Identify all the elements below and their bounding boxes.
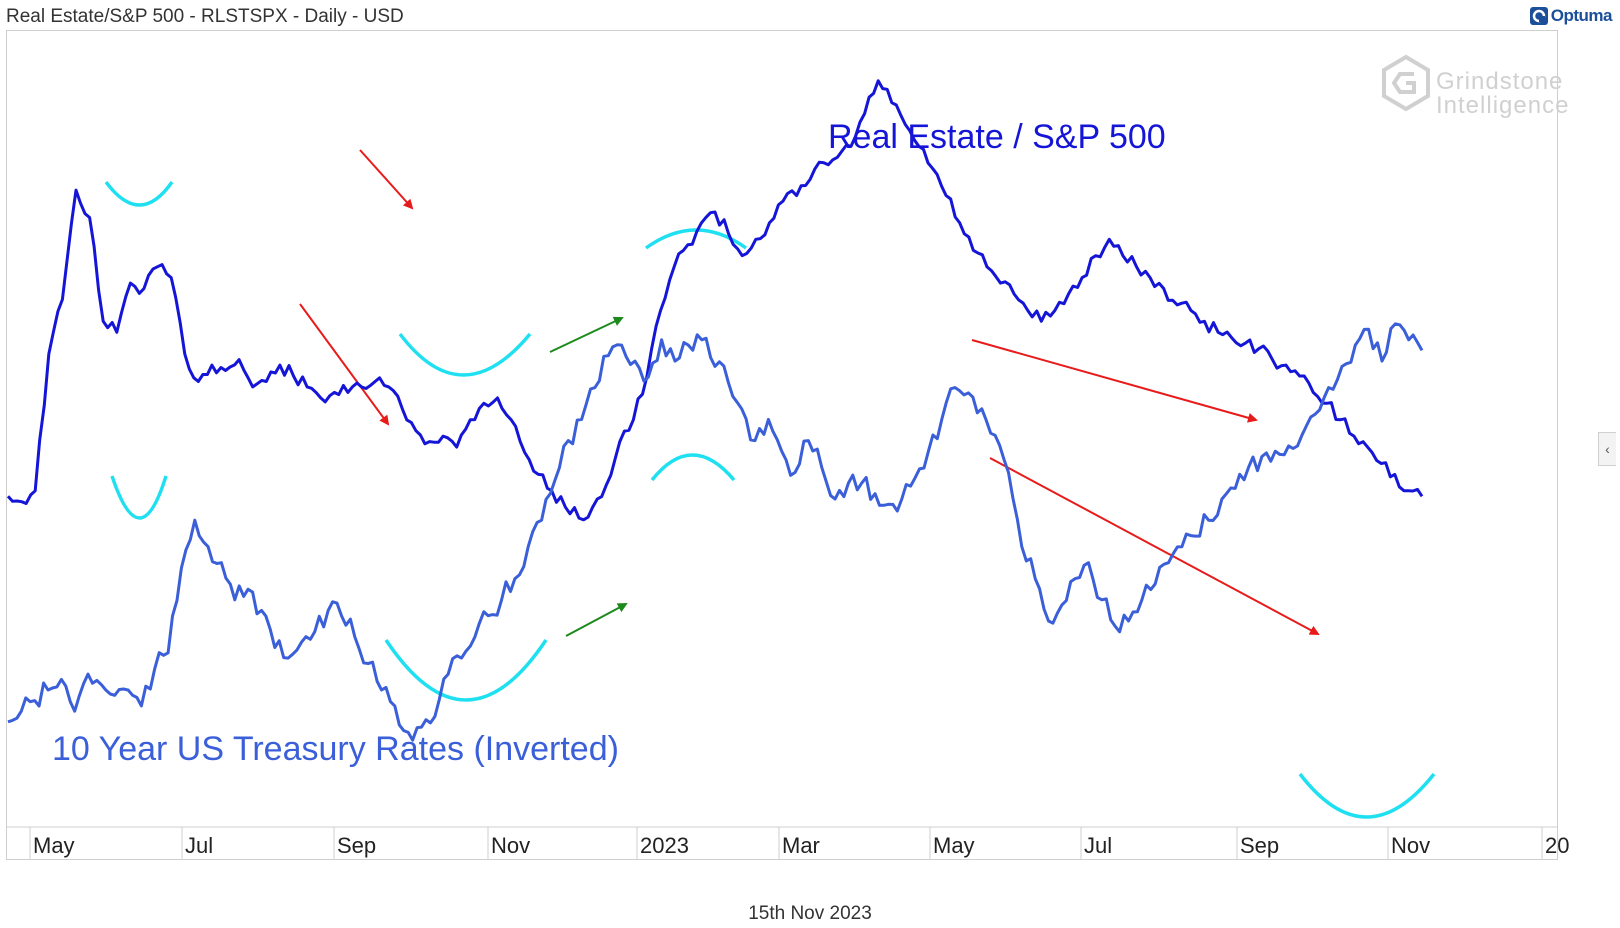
highlight-arc (384, 639, 548, 702)
footer-date: 15th Nov 2023 (748, 903, 872, 924)
series-label-real-estate: Real Estate / S&P 500 (828, 118, 1166, 156)
series-layer (6, 79, 1424, 742)
watermark-line2: Intelligence (1436, 92, 1570, 119)
chart-header-title: Real Estate/S&P 500 - RLSTSPX - Daily - … (6, 6, 404, 27)
trend-arrow (549, 316, 624, 353)
trend-arrow (565, 603, 628, 637)
plot-area[interactable] (6, 30, 1558, 860)
collapse-panel-button[interactable]: ‹ (1598, 432, 1616, 466)
x-tick-label: 20 (1545, 833, 1569, 858)
highlight-arc (110, 475, 168, 520)
chevron-left-icon: ‹ (1605, 441, 1610, 457)
series-line-treasury (7, 322, 1424, 742)
annotation-layer (104, 149, 1436, 819)
highlight-arc (104, 180, 174, 207)
brand-logo: Optuma (1529, 4, 1613, 28)
optuma-logo-icon (1529, 7, 1548, 25)
x-tick-label: Mar (782, 833, 820, 858)
watermark-logo: Grindstone Intelligence (1380, 54, 1600, 124)
series-line-real-estate (6, 79, 1424, 522)
brand-name: Optuma (1550, 6, 1613, 25)
trend-arrow (971, 339, 1258, 423)
highlight-arc (650, 453, 736, 482)
trend-arrow (299, 303, 390, 426)
x-tick-label: Jul (1084, 833, 1112, 858)
trend-arrow (359, 149, 414, 210)
x-tick-label: Nov (1391, 833, 1430, 858)
x-tick-label: 2023 (640, 833, 689, 858)
series-label-treasury: 10 Year US Treasury Rates (Inverted) (52, 730, 619, 768)
x-axis: May Jul Sep Nov 2023 Mar May Jul Sep Nov 20 (6, 826, 1569, 860)
x-tick-label: Sep (337, 833, 376, 858)
x-tick-label: May (933, 833, 975, 858)
x-tick-label: May (33, 833, 75, 858)
highlight-arc (398, 332, 532, 377)
x-tick-label: Sep (1240, 833, 1279, 858)
x-tick-label: Nov (491, 833, 530, 858)
x-tick-label: Jul (185, 833, 213, 858)
hexagon-g-logo-icon (1382, 54, 1430, 112)
highlight-arc (1298, 772, 1436, 819)
trend-arrow (989, 457, 1320, 635)
watermark-line1: Grindstone (1436, 68, 1564, 95)
